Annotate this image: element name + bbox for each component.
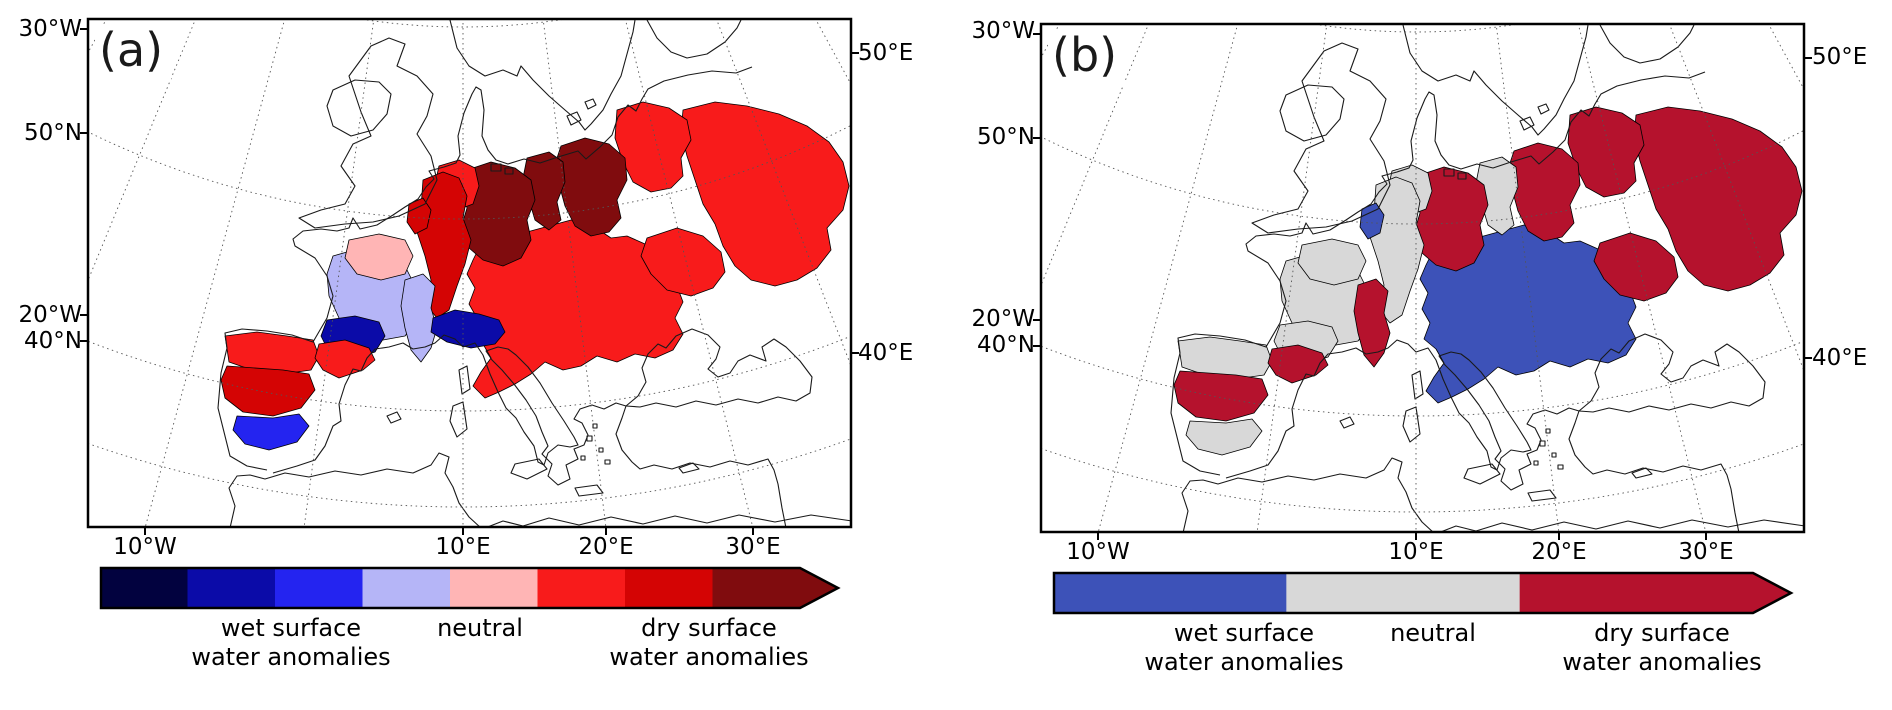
panel-b-tick-20w: 20°W (971, 306, 1035, 332)
panel-a-map (80, 17, 859, 535)
panel-a-frame (86, 17, 853, 529)
panel-a-legend-neutral: neutral (437, 614, 523, 642)
panel-a-axis-ticks (80, 28, 859, 535)
panel-a-tick-10w: 10°W (113, 534, 177, 560)
panel-b-tick-20e: 20°E (1531, 539, 1587, 565)
panel-b-tick-50n: 50°N (977, 124, 1035, 150)
panel-a-tick-30e: 30°E (725, 534, 781, 560)
panel-a-basin-layer (220, 101, 850, 451)
panel-b-legend-wet: wet surface water anomalies (1144, 619, 1344, 676)
panel-a-tick-50n: 50°N (24, 120, 82, 146)
basin-rhone (1353, 278, 1391, 368)
panel-a-tick-20w: 20°W (18, 302, 82, 328)
panel-b-basin-layer (1173, 106, 1803, 456)
panel-b-tick-10w: 10°W (1066, 539, 1130, 565)
panel-a-tick-20e: 20°E (578, 534, 634, 560)
basin-rhone (400, 273, 438, 363)
panel-b-colorbar (1052, 571, 1794, 615)
panel-a-legend-wet: wet surface water anomalies (191, 614, 391, 671)
panel-b-axis-ticks (1033, 33, 1812, 540)
panel-b-legend-neutral: neutral (1390, 619, 1476, 647)
panel-a-tick-40n: 40°N (24, 328, 82, 354)
panel-b-tick-40n: 40°N (977, 332, 1035, 358)
panel-a-colorbar (99, 566, 841, 610)
panel-a-letter: (a) (95, 24, 172, 80)
panel-b-tick-30e: 30°E (1678, 539, 1734, 565)
panel-b-tick-50e: 50°E (1812, 44, 1868, 70)
panel-a-tick-10e: 10°E (435, 534, 491, 560)
basin-guadalquivir (232, 413, 310, 451)
panel-b-frame (1039, 22, 1806, 534)
basin-guadalquivir (1185, 418, 1263, 456)
basin-tagus (1173, 370, 1269, 422)
panel-b-tick-10e: 10°E (1388, 539, 1444, 565)
panel-a-legend-dry: dry surface water anomalies (609, 614, 809, 671)
panel-a-tick-30w: 30°W (18, 16, 82, 42)
panel-b-tick-30w: 30°W (971, 18, 1035, 44)
panel-a-tick-50e: 50°E (858, 40, 914, 66)
panel-b-letter: (b) (1048, 29, 1126, 85)
panel-b-map (1033, 22, 1812, 540)
panel-a-tick-40e: 40°E (858, 340, 914, 366)
panel-b-legend-dry: dry surface water anomalies (1562, 619, 1762, 676)
panel-b-tick-40e: 40°E (1812, 345, 1868, 371)
basin-tagus (220, 365, 316, 417)
